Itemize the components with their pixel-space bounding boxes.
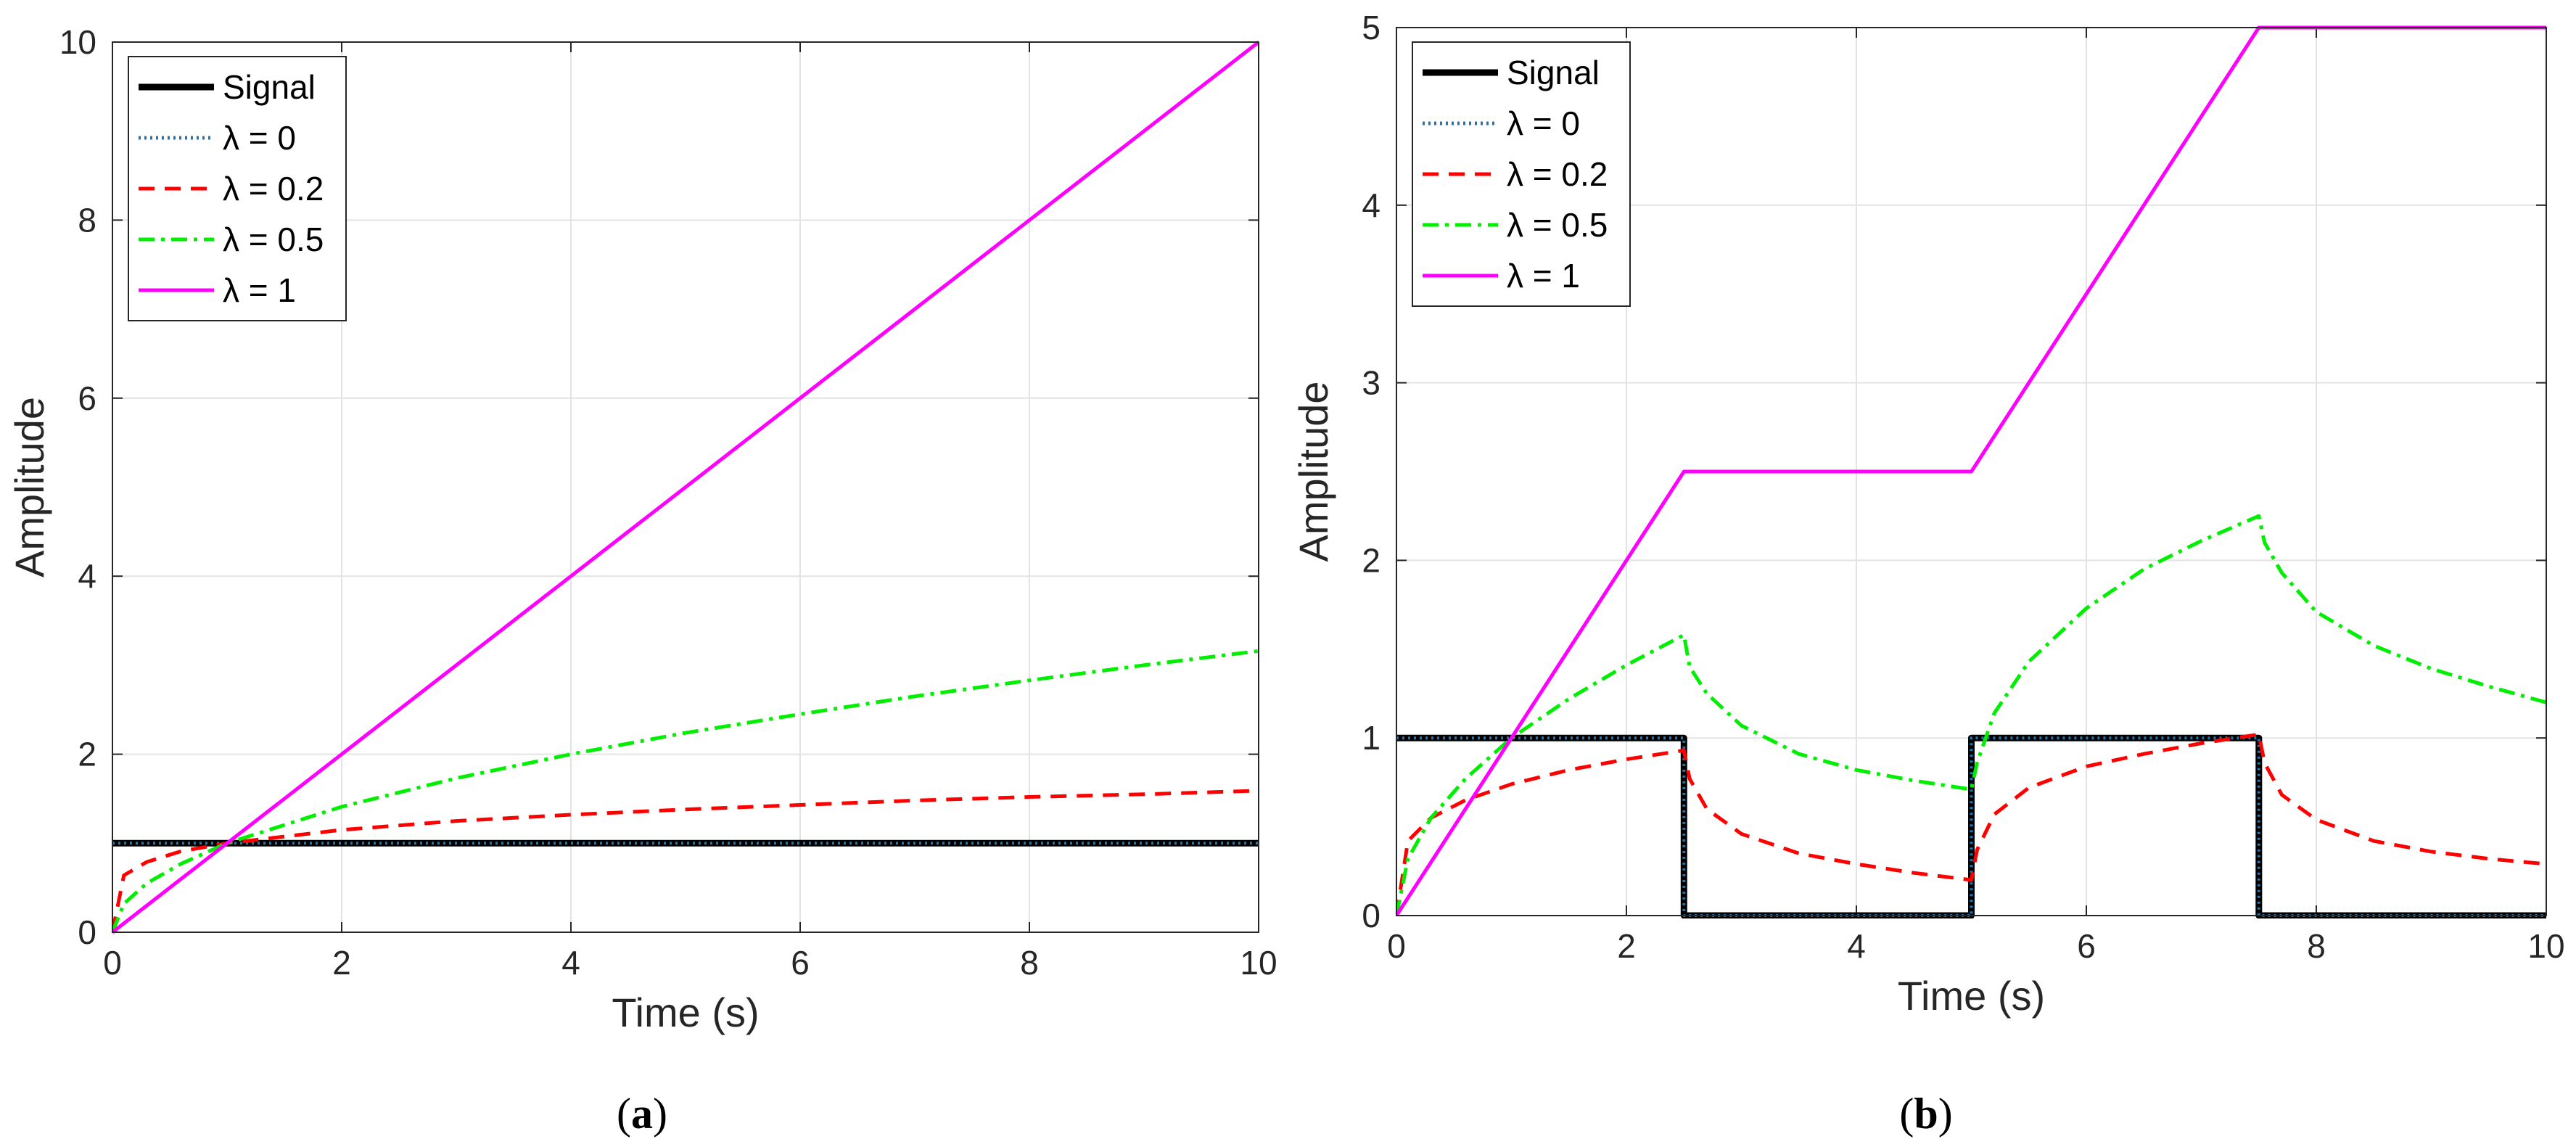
panel-b-caption: (b) (1899, 1090, 1952, 1138)
panel-b-series-line-lambda-0 (1396, 736, 2546, 917)
panel-b-ytick-label: 4 (1362, 186, 1380, 224)
chart-panel-b: 0 2 4 6 8 10 0 1 2 3 4 5 Time (s) Amplitude Signal λ = … (1291, 9, 2565, 1138)
panel-b-y-axis-label: Amplitude (1291, 381, 1336, 562)
panel-a-xtick-label: 2 (332, 944, 351, 982)
panel-a-xtick-label: 8 (1020, 944, 1039, 982)
panel-b-series-line-lambda-0.2 (1396, 732, 2546, 916)
panel-b-axes-box (1396, 27, 2547, 916)
panel-b-xtick-label: 0 (1387, 927, 1406, 965)
panel-a-legend-label-lambda-0.5: λ = 0.5 (223, 221, 324, 258)
panel-a-ytick-label: 8 (78, 201, 96, 239)
panel-b-legend-label-lambda-0.5: λ = 0.5 (1507, 206, 1608, 244)
panel-a-xtick-label: 0 (103, 944, 122, 982)
panel-b-xtick-label: 6 (2077, 927, 2096, 965)
panel-a-xtick-label: 10 (1240, 944, 1277, 982)
panel-a-grid (112, 41, 1259, 933)
panel-b-legend-label-lambda-0: λ = 0 (1507, 104, 1580, 142)
panel-a-ytick-label: 4 (78, 557, 96, 595)
panel-b-ytick-label: 5 (1362, 9, 1380, 46)
panel-a-axes-box (112, 41, 1259, 933)
panel-a-xtick-label: 4 (561, 944, 580, 982)
panel-b-legend-label-lambda-1: λ = 1 (1507, 257, 1580, 295)
panel-b-legend-label-lambda-0.2: λ = 0.2 (1507, 155, 1608, 193)
panel-b-legend-label-Signal: Signal (1507, 54, 1600, 91)
panel-a-series-line-lambda-0.2 (112, 789, 1259, 933)
panel-a-series-line-lambda-1 (112, 41, 1259, 934)
panel-a-ytick-label: 0 (78, 913, 96, 951)
panel-a-series (112, 41, 1259, 934)
panel-b-ytick-label: 2 (1362, 541, 1380, 579)
panel-b-xtick-label: 2 (1617, 927, 1636, 965)
panel-b-x-axis-label: Time (s) (1898, 973, 2045, 1019)
panel-a-ytick-label: 6 (78, 379, 96, 417)
panel-b-xtick-label: 10 (2527, 927, 2564, 965)
panel-b-ytick-label: 0 (1362, 897, 1380, 934)
panel-a-caption-letter: a (631, 1090, 653, 1138)
chart-panel-a: 0 2 4 6 8 10 0 2 4 6 8 10 Time (s) Amplitude Signal λ =… (7, 23, 1277, 1138)
panel-a-legend: Signal λ = 0 λ = 0.2 λ = 0.5 λ = 1 (128, 56, 347, 321)
panel-a-caption: (a) (617, 1090, 667, 1138)
panel-b-ytick-label: 1 (1362, 719, 1380, 757)
panel-b-ytick-label: 3 (1362, 364, 1380, 402)
panel-b-xtick-label: 4 (1847, 927, 1866, 965)
panel-a-x-axis-label: Time (s) (612, 990, 759, 1035)
panel-b-caption-letter: b (1914, 1090, 1938, 1138)
panel-a-legend-label-Signal: Signal (223, 68, 316, 106)
panel-a-legend-label-lambda-0: λ = 0 (223, 119, 296, 157)
panel-a-legend-label-lambda-1: λ = 1 (223, 271, 296, 309)
panel-a-ytick-label: 10 (59, 23, 96, 61)
panel-a-legend-label-lambda-0.2: λ = 0.2 (223, 170, 324, 207)
panel-a-ytick-label: 2 (78, 736, 96, 773)
panel-b-xtick-label: 8 (2307, 927, 2326, 965)
panel-b-legend: Signal λ = 0 λ = 0.2 λ = 0.5 λ = 1 (1412, 41, 1631, 307)
panel-b-series-line-lambda-0.5 (1396, 514, 2546, 916)
panel-a-y-axis-label: Amplitude (7, 397, 52, 577)
panel-a-series-line-lambda-0.5 (112, 649, 1259, 933)
panel-a-xtick-label: 6 (791, 944, 810, 982)
